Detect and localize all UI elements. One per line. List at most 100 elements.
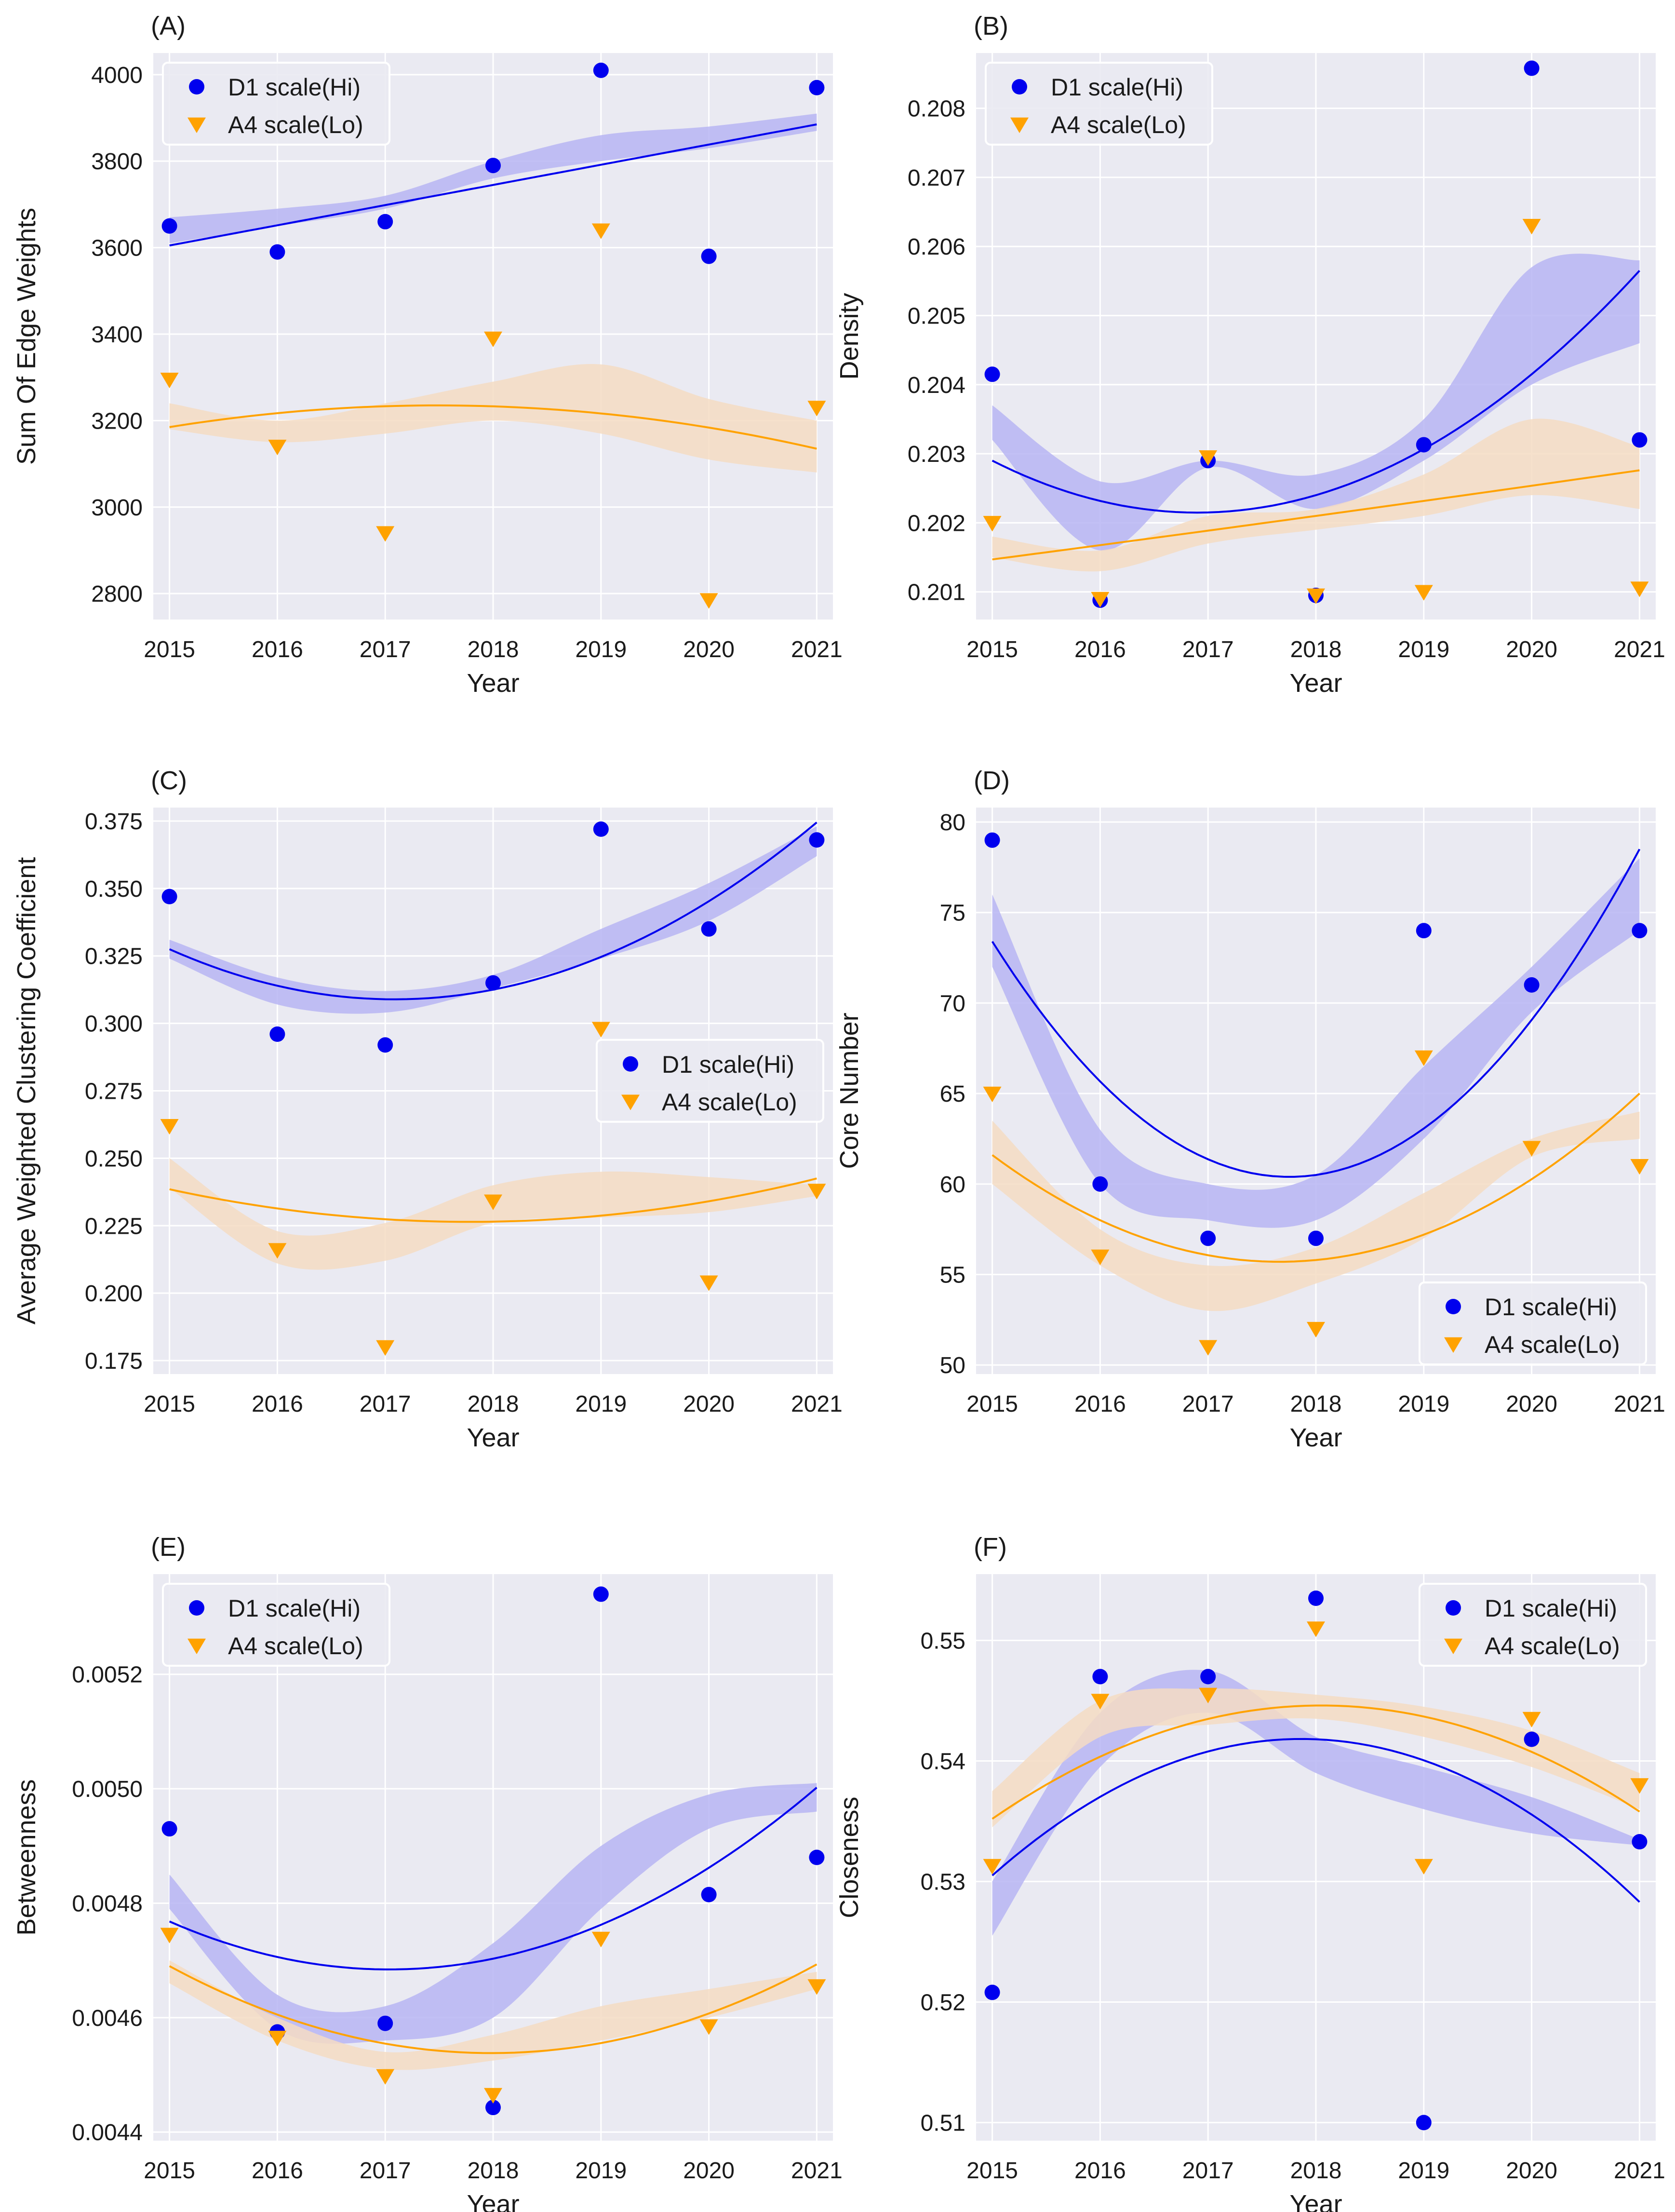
x-tick-label: 2016 xyxy=(1074,2158,1126,2184)
data-point-lo xyxy=(983,516,1002,532)
y-tick-label: 0.208 xyxy=(908,96,965,122)
panel-e: 0.0044 0.0046 0.0048 0.0050 0.0052 2015 2016 20… xyxy=(12,1533,843,2212)
fit-line-lo xyxy=(992,1093,1640,1263)
x-tick-label: 2021 xyxy=(1614,637,1665,662)
x-tick-label: 2015 xyxy=(966,637,1018,662)
legend-marker-lo xyxy=(1010,117,1029,134)
x-tick-label: 2015 xyxy=(144,1391,195,1417)
y-tick-label: 3600 xyxy=(91,236,143,261)
x-tick-label: 2017 xyxy=(1182,637,1234,662)
data-point-hi xyxy=(984,832,1000,848)
legend-label-lo: A4 scale(Lo) xyxy=(1485,1331,1620,1358)
x-tick-label: 2015 xyxy=(144,637,195,662)
data-point-lo xyxy=(807,1979,826,1995)
data-point-lo xyxy=(376,526,395,542)
x-tick-label: 2018 xyxy=(468,1391,519,1417)
x-tick-label: 2016 xyxy=(252,2158,303,2184)
x-tick-label: 2015 xyxy=(966,2158,1018,2184)
data-point-hi xyxy=(485,975,501,991)
data-point-lo xyxy=(807,1184,826,1200)
data-point-hi xyxy=(377,214,393,229)
y-axis-label: Average Weighted Clustering Coefficient xyxy=(12,857,41,1325)
data-point-lo xyxy=(591,1022,610,1038)
y-tick-label: 0.225 xyxy=(85,1214,143,1239)
legend-marker-lo xyxy=(621,1094,640,1110)
data-point-hi xyxy=(1524,977,1540,993)
panel-label: (F) xyxy=(974,1533,1007,1562)
y-tick-label: 0.205 xyxy=(908,304,965,329)
data-point-lo xyxy=(1199,450,1218,466)
data-point-lo xyxy=(268,439,287,456)
y-axis-label: Density xyxy=(835,293,864,379)
data-point-lo xyxy=(160,372,179,389)
data-point-hi xyxy=(1524,1731,1540,1747)
x-tick-label: 2020 xyxy=(683,1391,735,1417)
y-tick-label: 0.0044 xyxy=(72,2120,143,2145)
data-point-lo xyxy=(268,2031,287,2047)
y-axis-label: Closeness xyxy=(835,1796,864,1918)
data-point-lo xyxy=(268,1243,287,1259)
legend-box xyxy=(596,1039,824,1123)
x-axis-label: Year xyxy=(1289,1423,1342,1452)
fit-line-lo xyxy=(169,1963,817,2054)
legend: D1 scale(Hi) A4 scale(Lo) xyxy=(1419,1281,1647,1365)
data-point-hi xyxy=(701,248,717,264)
x-tick-label: 2018 xyxy=(1290,637,1342,662)
legend-marker-hi xyxy=(189,79,204,94)
y-tick-label: 0.0050 xyxy=(72,1777,143,1802)
panel-b: 0.201 0.202 0.203 0.204 0.205 0.206 0.207 0.208… xyxy=(835,12,1665,698)
confidence-band-lo xyxy=(169,1158,817,1270)
panel-a: 2800 3000 3200 3400 3600 3800 4000 2015 2016 2017… xyxy=(12,12,843,698)
x-tick-label: 2015 xyxy=(144,2158,195,2184)
panel-label: (C) xyxy=(151,766,187,795)
y-tick-label: 0.52 xyxy=(921,1990,965,2016)
data-point-hi xyxy=(984,1984,1000,2000)
panel-f: 0.51 0.52 0.53 0.54 0.55 2015 2016 2017 2018 2019… xyxy=(835,1533,1665,2212)
x-tick-label: 2017 xyxy=(360,2158,411,2184)
data-point-hi xyxy=(377,1037,393,1053)
legend-marker-hi xyxy=(1446,1600,1461,1616)
y-tick-label: 80 xyxy=(940,810,965,836)
data-point-hi xyxy=(593,1586,609,1602)
data-point-hi xyxy=(269,1026,285,1042)
fit-line-lo xyxy=(169,404,817,450)
legend-box xyxy=(985,62,1213,146)
data-point-lo xyxy=(1091,1694,1110,1710)
confidence-band-hi xyxy=(992,254,1640,551)
data-point-lo xyxy=(1199,1687,1218,1704)
legend-marker-hi xyxy=(1012,79,1027,94)
y-tick-label: 75 xyxy=(940,901,965,926)
data-point-hi xyxy=(809,80,825,95)
data-point-lo xyxy=(484,331,502,348)
legend-label-hi: D1 scale(Hi) xyxy=(1051,74,1183,101)
y-tick-label: 50 xyxy=(940,1353,965,1378)
y-tick-label: 0.175 xyxy=(85,1349,143,1374)
data-point-lo xyxy=(1414,585,1433,601)
y-tick-label: 3200 xyxy=(91,408,143,434)
legend-box xyxy=(162,1583,390,1667)
data-point-lo xyxy=(699,593,718,609)
fit-line-lo xyxy=(992,469,1640,561)
confidence-band-hi xyxy=(169,1783,817,2044)
y-tick-label: 3000 xyxy=(91,495,143,521)
data-point-hi xyxy=(809,1849,825,1865)
x-tick-label: 2019 xyxy=(1398,1391,1449,1417)
data-point-hi xyxy=(701,921,717,937)
y-axis-label: Sum Of Edge Weights xyxy=(12,208,41,465)
legend: D1 scale(Hi) A4 scale(Lo) xyxy=(162,62,390,146)
y-tick-label: 2800 xyxy=(91,581,143,607)
legend-label-hi: D1 scale(Hi) xyxy=(1485,1595,1617,1622)
data-point-hi xyxy=(377,2015,393,2031)
data-point-lo xyxy=(376,1340,395,1356)
data-point-hi xyxy=(161,889,177,904)
data-point-lo xyxy=(1414,1050,1433,1066)
x-tick-label: 2016 xyxy=(252,637,303,662)
legend-label-hi: D1 scale(Hi) xyxy=(228,1595,361,1622)
data-point-lo xyxy=(1307,1322,1325,1338)
x-tick-label: 2016 xyxy=(252,1391,303,1417)
legend-marker-lo xyxy=(188,1638,206,1655)
data-point-lo xyxy=(1307,1621,1325,1637)
data-point-lo xyxy=(484,2088,502,2104)
data-point-lo xyxy=(1630,1778,1649,1794)
